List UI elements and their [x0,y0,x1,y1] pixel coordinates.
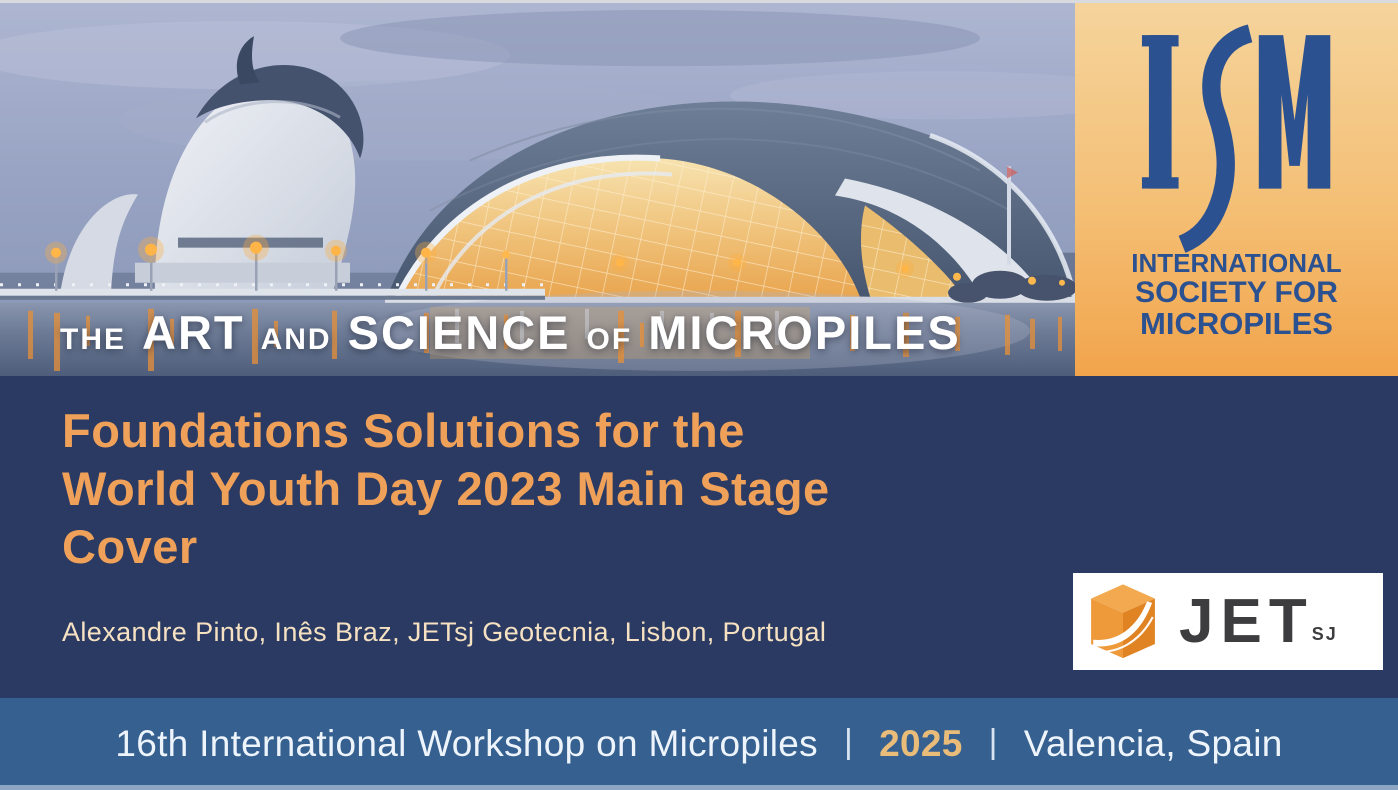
footer-divider-1: | [843,722,854,761]
caption-word-and: AND [260,323,332,356]
jetsj-cube-icon [1091,583,1155,658]
light-reflections [28,308,1062,371]
presentation-title: Foundations Solutions for the World Yout… [62,402,1398,575]
title-line-2: World Youth Day 2023 Main Stage [62,461,830,515]
footer-divider-2: | [988,722,998,761]
jetsj-name: JET [1179,586,1314,656]
title-line-1: Foundations Solutions for the [62,404,745,457]
jetsj-logo: JET SJ [1073,573,1383,670]
jetsj-suffix: SJ [1311,624,1338,645]
footer-bar: 16th International Workshop on Micropile… [0,698,1398,790]
title-line-3: Cover [62,519,198,573]
ism-line-international: INTERNATIONAL [1131,248,1342,278]
ism-line-micropiles: MICROPILES [1140,306,1333,342]
street-lamps [45,234,1065,291]
jetsj-wordmark: JET SJ [1179,586,1338,656]
authors-line: Alexandre Pinto, Inês Braz, JETsj Geotec… [62,617,827,648]
ism-letter-m [1258,35,1330,189]
ism-society-name: INTERNATIONAL SOCIETY FOR MICROPILES [1131,248,1342,342]
ism-letter-i [1141,35,1179,189]
footer-location: Valencia, Spain [1023,723,1283,764]
ism-line-society-for: SOCIETY FOR [1135,276,1338,310]
banner-caption: THE ART AND SCIENCE OF MICROPILES [52,305,969,360]
caption-word-science: SCIENCE [347,306,571,359]
caption-word-art: ART [142,306,245,359]
caption-word-the: THE [60,323,126,356]
slide-body: Foundations Solutions for the World Yout… [0,376,1398,698]
caption-word-micropiles: MICROPILES [648,306,961,359]
ism-logo-panel: INTERNATIONAL SOCIETY FOR MICROPILES [1075,0,1398,376]
ism-letter-s [1177,24,1253,253]
footer-year: 2025 [879,723,963,764]
header-banner: THE ART AND SCIENCE OF MICROPILES INTERNATION… [0,0,1398,376]
top-hairline [0,0,1398,3]
footer-event: 16th International Workshop on Micropile… [115,723,818,764]
caption-word-of: OF [586,323,633,356]
valencia-photo-region: THE ART AND SCIENCE OF MICROPILES [0,0,1075,376]
ism-acronym-logo [1141,24,1330,253]
city-of-arts-sciences-photo-illustration [0,0,1075,376]
